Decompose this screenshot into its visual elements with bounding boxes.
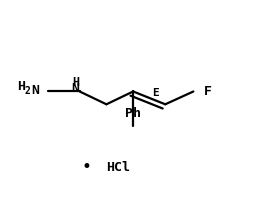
Text: •: • — [82, 158, 91, 176]
Text: N: N — [72, 82, 80, 95]
Text: Ph: Ph — [125, 107, 141, 120]
Text: 2: 2 — [24, 86, 30, 96]
Text: H: H — [72, 76, 79, 89]
Text: E: E — [153, 88, 159, 98]
Text: HCl: HCl — [107, 161, 130, 174]
Text: F: F — [204, 85, 212, 98]
Text: N: N — [31, 84, 40, 97]
Text: H: H — [17, 80, 25, 93]
